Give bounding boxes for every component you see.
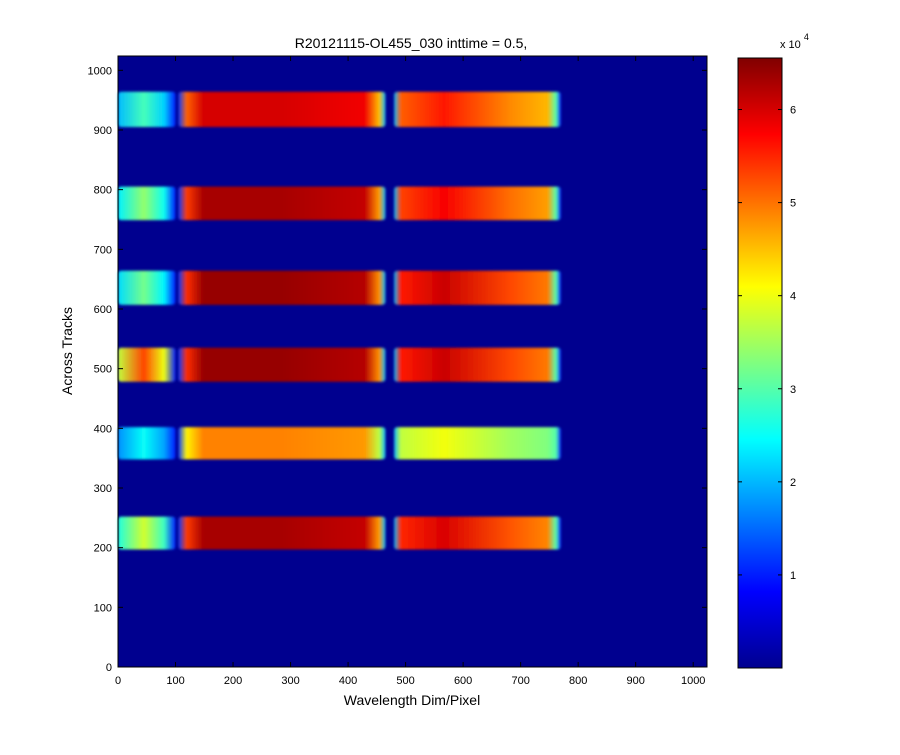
x-tick-label: 0 [115,675,121,687]
colorbar-multiplier-base: x 10 [780,39,801,51]
y-tick-label: 300 [94,483,112,495]
x-tick-label: 500 [396,675,414,687]
track-2-left-lobe [118,427,176,460]
track-4-segment-b [394,270,561,305]
colorbar-multiplier: x 10 4 [780,32,809,51]
y-axis-ticks: 0 100 200 300 400 500 600 700 800 900 1000 [88,65,707,674]
colorbar-tick-label: 1 [790,570,796,582]
track-4-segment-a [178,270,386,305]
chart-title: R20121115-OL455_030 inttime = 0.5, [295,35,528,51]
x-tick-label: 400 [339,675,357,687]
colorbar-tick-label: 5 [790,198,796,210]
x-axis-ticks: 0 100 200 300 400 500 600 700 800 900 1000 [115,56,705,687]
track-5-left-lobe [118,186,176,221]
colorbar-multiplier-exponent: 4 [804,32,809,42]
y-tick-label: 900 [94,125,112,137]
y-tick-label: 600 [94,304,112,316]
x-tick-label: 1000 [681,675,705,687]
track-3-segment-a [178,347,386,382]
y-tick-label: 400 [94,423,112,435]
colorbar-tick-label: 2 [790,477,796,489]
colorbar-ticks: 1 2 3 4 5 6 [738,105,796,582]
track-6-segment-a [178,91,386,128]
y-tick-label: 0 [106,662,112,674]
x-tick-label: 900 [626,675,644,687]
y-tick-label: 500 [94,364,112,376]
track-3-left-lobe [118,347,176,382]
track-1-segment-b [394,516,561,550]
track-5-segment-a [178,186,386,221]
heatmap-tracks [118,91,561,550]
x-tick-label: 700 [511,675,529,687]
y-axis-label: Across Tracks [59,307,75,395]
track-3-segment-b [394,347,561,382]
x-axis-label: Wavelength Dim/Pixel [344,692,480,708]
track-1-left-lobe [118,516,176,550]
y-tick-label: 700 [94,244,112,256]
x-tick-label: 800 [569,675,587,687]
track-2-segment-b [394,427,561,460]
x-tick-label: 600 [454,675,472,687]
track-2-segment-a [178,427,386,460]
y-tick-label: 100 [94,602,112,614]
track-6-left-lobe [118,91,176,128]
plot-frame [117,55,708,668]
y-tick-label: 800 [94,185,112,197]
track-1-segment-a [178,516,386,550]
y-tick-label: 1000 [88,65,112,77]
track-5-segment-b [394,186,561,221]
y-tick-label: 200 [94,543,112,555]
colorbar-tick-label: 4 [790,291,796,303]
x-tick-label: 300 [281,675,299,687]
x-tick-label: 100 [166,675,184,687]
track-6-segment-b [394,91,561,128]
x-tick-label: 200 [224,675,242,687]
colorbar-tick-label: 3 [790,384,796,396]
colorbar-tick-label: 6 [790,105,796,117]
track-4-left-lobe [118,270,176,305]
colorbar [737,57,783,669]
